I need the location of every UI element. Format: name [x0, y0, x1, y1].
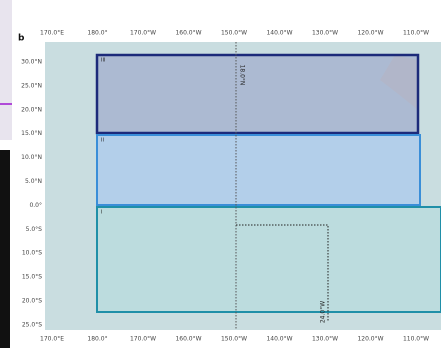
region-box-I — [97, 207, 441, 312]
x-tick-label-top: 180.0° — [87, 30, 107, 37]
y-tick-label: 25.0°S — [22, 321, 42, 328]
region-label: II — [101, 138, 104, 144]
panel-label: b — [18, 34, 25, 44]
x-tick-label-top: 110.0°W — [403, 30, 429, 37]
region-label: I — [101, 210, 102, 216]
y-tick-label: 20.0°N — [21, 106, 42, 113]
x-tick-label-bottom: 140.0°W — [266, 336, 292, 343]
x-tick-label-top: 170.0°W — [130, 30, 156, 37]
y-tick-label: 10.0°S — [22, 250, 42, 257]
x-tick-label-top: 140.0°W — [266, 30, 292, 37]
y-tick-label: 10.0°N — [21, 154, 42, 161]
x-tick-label-bottom: 170.0°E — [40, 336, 64, 343]
x-tick-label-bottom: 160.0°W — [175, 336, 201, 343]
region-label: III — [101, 58, 105, 64]
x-tick-label-top: 130.0°W — [312, 30, 338, 37]
x-tick-label-bottom: 150.0°W — [221, 336, 247, 343]
x-tick-label-bottom: 120.0°W — [357, 336, 383, 343]
y-tick-label: 20.0°S — [22, 298, 42, 305]
y-tick-label: 30.0°N — [21, 59, 42, 66]
x-tick-label-bottom: 110.0°W — [403, 336, 429, 343]
x-tick-label-top: 160.0°W — [175, 30, 201, 37]
y-tick-label: 15.0°N — [21, 130, 42, 137]
x-tick-label-top: 170.0°E — [40, 30, 64, 37]
annotation: 18.0°N — [239, 65, 246, 86]
neighbor-panel — [0, 0, 12, 140]
y-tick-label: 5.0°N — [25, 178, 42, 185]
x-tick-label-bottom: 170.0°W — [130, 336, 156, 343]
y-tick-label: 0.0° — [29, 202, 42, 209]
y-tick-label: 25.0°N — [21, 82, 42, 89]
annotation: 24.0°W — [320, 301, 327, 323]
x-tick-label-top: 150.0°W — [221, 30, 247, 37]
x-tick-label-bottom: 180.0° — [87, 336, 107, 343]
x-tick-label-bottom: 130.0°W — [312, 336, 338, 343]
neighbor-dark — [0, 150, 10, 348]
region-box-II — [97, 135, 420, 205]
y-tick-label: 15.0°S — [22, 274, 42, 281]
x-tick-label-top: 120.0°W — [357, 30, 383, 37]
y-tick-label: 5.0°S — [26, 226, 43, 233]
figure: b 170.0°E 170.0°E 180.0° 180.0° 170.0°W 170.0… — [0, 0, 441, 348]
region-box-III — [97, 55, 418, 133]
